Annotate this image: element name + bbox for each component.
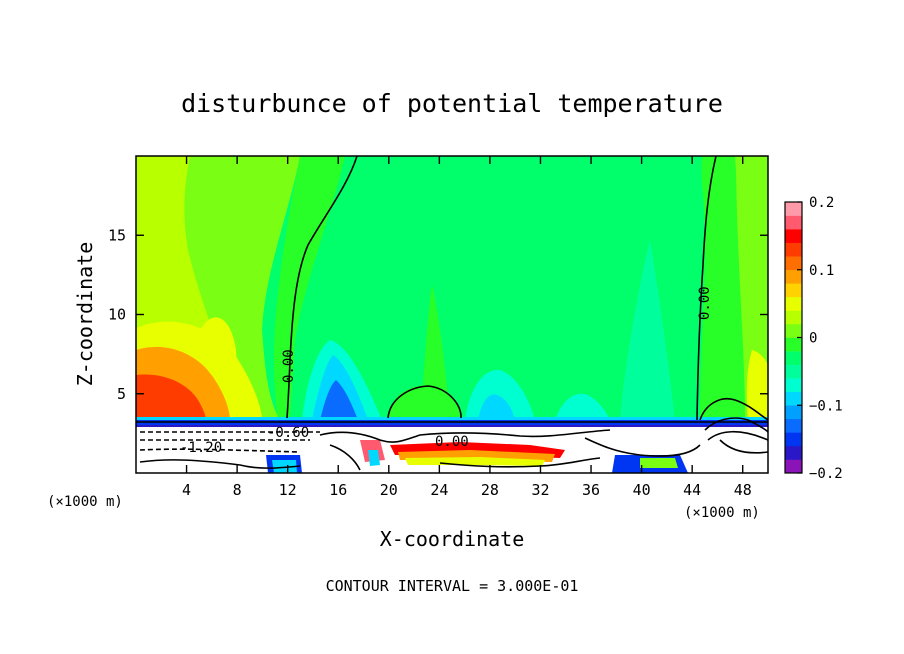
lightblue-pocket-center — [478, 394, 515, 420]
x-tick-label: 12 — [279, 481, 297, 499]
x-tick-label: 48 — [734, 481, 752, 499]
right-edge-yellow-zone — [746, 350, 768, 420]
center-green-dome — [388, 385, 462, 418]
colorbar-tick-label: 0.2 — [809, 195, 834, 211]
y-axis-label: Z-coordinate — [73, 242, 97, 387]
x-tick-label: 24 — [430, 481, 448, 499]
contour-lower-mid-1 — [319, 429, 611, 443]
contour-label: -0.60 — [267, 425, 309, 441]
contour-label: 0.00 — [697, 286, 713, 320]
contour-lower-right-2 — [719, 439, 768, 454]
contour-zero-dome — [387, 385, 462, 419]
colorbar-segment — [785, 445, 802, 460]
right-yellowgreen-band — [735, 156, 768, 420]
x-tick-label: 20 — [380, 481, 398, 499]
y-tick-label: 5 — [117, 385, 126, 403]
x-tick-label: 44 — [683, 481, 701, 499]
contour-label: 0.00 — [435, 434, 469, 450]
y-tick-label: 10 — [108, 306, 126, 324]
x-tick-label: 4 — [182, 481, 191, 499]
contour-label: 0.00 — [281, 349, 297, 383]
colorbar-segment — [785, 351, 802, 365]
filled-field — [136, 156, 768, 473]
contour-right-loops-3 — [707, 430, 768, 441]
lower-cyan-spot — [368, 450, 380, 466]
left-green-strip — [273, 156, 345, 420]
contour-lower-right-1 — [584, 437, 701, 457]
x-tick-label: 8 — [233, 481, 242, 499]
colorbar-segment — [785, 269, 802, 284]
contour-interval-note: CONTOUR INTERVAL = 3.000E-01 — [326, 577, 579, 595]
left-red-zone — [136, 374, 206, 420]
colorbar-segment — [785, 378, 802, 392]
x-tick-label: 32 — [531, 481, 549, 499]
inversion-blue-band — [136, 420, 768, 426]
contour-zero-right — [696, 156, 717, 421]
colorbar-segment — [785, 215, 802, 230]
contour-labels: 0.00 0.00 0.00 -0.60 -1.20 — [180, 286, 713, 456]
x-axis-label: X-coordinate — [380, 527, 525, 551]
colorbar-segment — [785, 432, 802, 447]
colorbar-segment — [785, 256, 802, 271]
contour-lower-left-4 — [139, 459, 301, 469]
colorbar-segment — [785, 202, 802, 216]
x-tick-label: 40 — [633, 481, 651, 499]
blue-pocket-mid — [320, 380, 358, 420]
lower-cyan-block-left — [272, 460, 297, 473]
colorbar-segment — [785, 242, 802, 257]
x-axis: 4 8 12 16 20 24 28 32 36 40 44 48 — [182, 156, 752, 499]
colorbar-tick-label: −0.1 — [809, 398, 843, 414]
contour-zero-left — [286, 156, 358, 419]
contour-lines — [136, 156, 768, 471]
inversion-indigo-band — [136, 425, 768, 427]
colorbar-segment — [785, 337, 802, 352]
colorbar-tick-label: 0.1 — [809, 263, 834, 279]
contour-lower-mid-3 — [439, 457, 601, 468]
x-tick-label: 28 — [481, 481, 499, 499]
colorbar-segment — [785, 310, 802, 325]
contour-right-loops — [699, 398, 768, 421]
x-unit-left: (×1000 m) — [47, 494, 123, 510]
colorbar-segment — [785, 418, 802, 433]
contour-right-loops-2 — [704, 417, 768, 433]
colorbar-segment — [785, 323, 802, 338]
colorbar-segment — [785, 459, 802, 474]
contour-label: -1.20 — [180, 440, 222, 456]
lower-green-block-right — [640, 458, 678, 468]
contour-lower-mid-2 — [329, 444, 361, 471]
colorbar-segment — [785, 296, 802, 311]
contour-lower-left-3 — [139, 448, 301, 453]
right-dark-green-plume — [620, 240, 675, 420]
cyan-pocket-right — [555, 393, 610, 420]
x-unit-right: (×1000 m) — [684, 505, 760, 521]
left-warm-bubble — [199, 317, 237, 381]
left-green-band — [184, 156, 300, 420]
x-tick-label: 16 — [329, 481, 347, 499]
colorbar-segment — [785, 391, 802, 406]
y-tick-label: 15 — [108, 226, 126, 244]
inversion-cyan-band — [136, 417, 768, 420]
colorbar: 0.2 0.1 0 −0.1 −0.2 — [784, 195, 843, 482]
y-axis: 5 10 15 — [108, 226, 768, 403]
colorbar-tick-label: 0 — [809, 331, 817, 347]
colorbar-segment — [785, 283, 802, 298]
chart-title: disturbunce of potential temperature — [181, 89, 723, 118]
colorbar-segment — [785, 364, 802, 379]
x-tick-label: 36 — [582, 481, 600, 499]
colorbar-segment — [785, 405, 802, 420]
colorbar-segment — [785, 229, 802, 243]
colorbar-tick-label: −0.2 — [809, 466, 843, 482]
